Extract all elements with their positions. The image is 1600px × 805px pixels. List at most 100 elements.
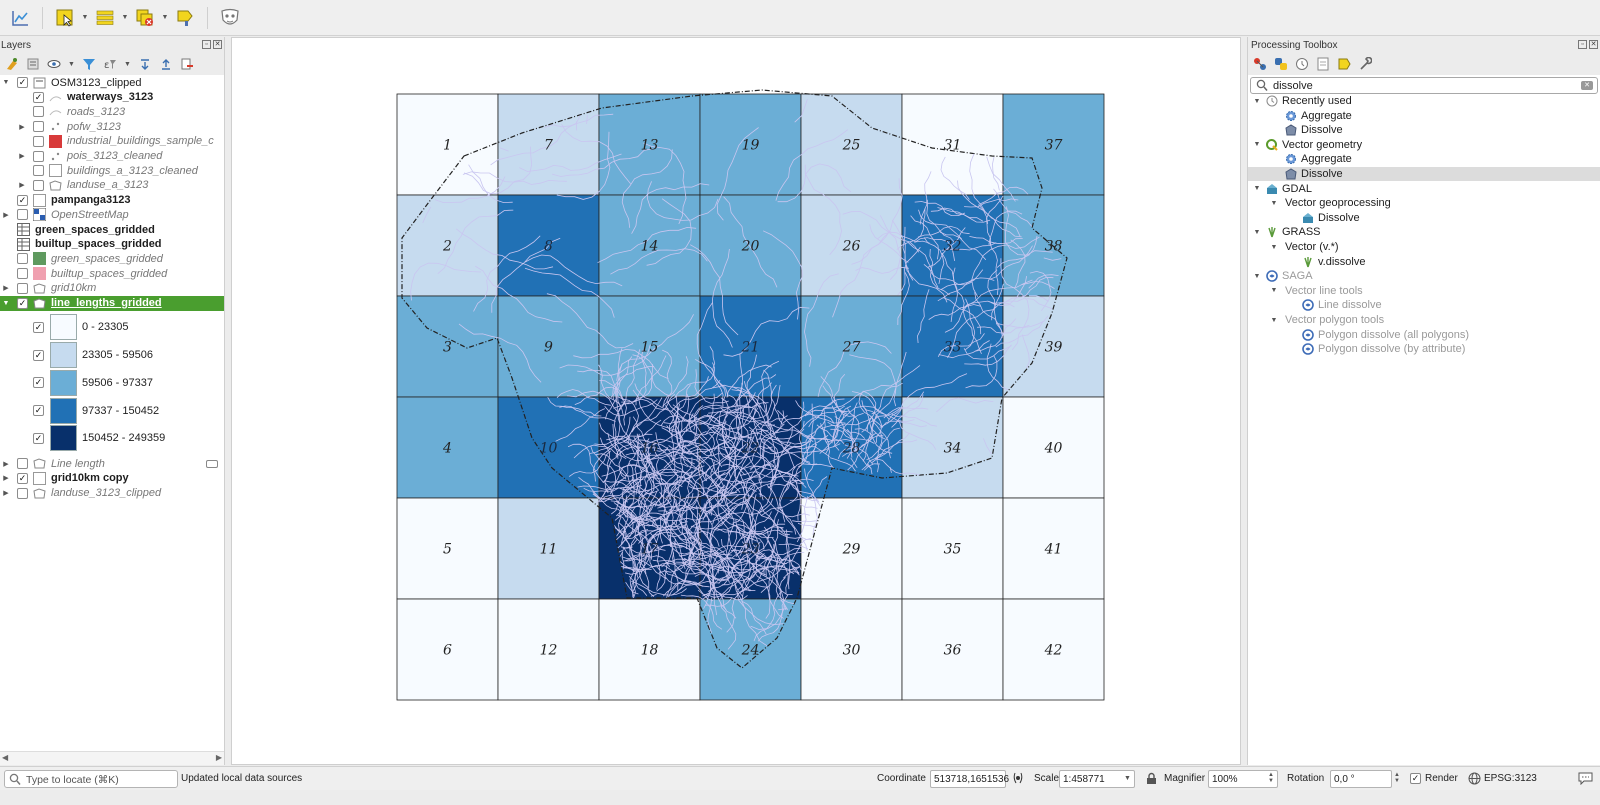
expand-arrow-closed-icon[interactable]: ▶ (3, 460, 9, 468)
processing-item-line-dissolve[interactable]: Line dissolve (1248, 298, 1600, 312)
expand-arrow-closed-icon[interactable]: ▶ (19, 153, 25, 160)
horizontal-scrollbar[interactable]: ◀ ▶ (0, 751, 224, 765)
globe-icon[interactable] (1468, 772, 1481, 788)
render-checkbox[interactable]: ✓ (1410, 773, 1421, 784)
close-panel-icon[interactable]: ✕ (213, 40, 222, 49)
layer-visibility-checkbox[interactable] (17, 268, 28, 280)
processing-item-dissolve[interactable]: Dissolve (1248, 123, 1600, 137)
expand-arrow-closed-icon[interactable]: ▶ (3, 285, 9, 293)
processing-item-polygon-dissolve-by-attribute[interactable]: Polygon dissolve (by attribute) (1248, 342, 1600, 356)
layer-visibility-checkbox[interactable] (33, 135, 44, 147)
layer-item-line-length-layer[interactable]: ▶ Line length (0, 456, 224, 471)
collapse-all-icon[interactable] (159, 57, 173, 71)
layer-item-roads-layer[interactable]: roads_3123 (0, 104, 224, 119)
rotation-spin-icon[interactable]: ▲ ▼ (1394, 772, 1400, 784)
messages-icon[interactable] (1578, 771, 1593, 788)
layer-item-builtup-spaces-table[interactable]: builtup_spaces_gridded (0, 237, 224, 252)
processing-item-vector-v[interactable]: ▼ Vector (v.*) (1248, 240, 1600, 254)
processing-item-dissolve[interactable]: Dissolve (1248, 167, 1600, 181)
processing-item-recently-used[interactable]: ▼ Recently used (1248, 94, 1600, 108)
toggle-extents-icon[interactable] (1011, 771, 1025, 788)
expand-arrow-open-icon[interactable]: ▼ (1253, 185, 1261, 193)
attribute-table-icon[interactable] (93, 6, 117, 30)
plugin-mask-icon[interactable] (218, 6, 242, 30)
float-panel-icon[interactable]: ▫ (1578, 40, 1587, 49)
layer-item-green-spaces-table[interactable]: green_spaces_gridded (0, 222, 224, 237)
crs-button[interactable]: EPSG:3123 (1484, 773, 1537, 784)
layer-item-pampanga-layer[interactable]: ✓ pampanga3123 (0, 193, 224, 208)
layer-item-osm-group[interactable]: ▼ ✓ OSM3123_clipped (0, 75, 224, 90)
layer-visibility-checkbox[interactable]: ✓ (33, 91, 44, 103)
expand-arrow-closed-icon[interactable]: ▶ (3, 490, 9, 498)
legend-class-item[interactable]: ✓ 150452 - 249359 (0, 424, 224, 452)
expand-arrow-closed-icon[interactable]: ▶ (19, 182, 25, 190)
layer-visibility-checkbox[interactable] (33, 121, 44, 133)
expand-arrow-open-icon[interactable]: ▼ (1253, 141, 1261, 149)
processing-item-saga[interactable]: ▼ SAGA (1248, 269, 1600, 283)
layer-visibility-checkbox[interactable] (17, 209, 28, 221)
layer-item-green-spaces-layer[interactable]: green_spaces_gridded (0, 251, 224, 266)
layer-visibility-checkbox[interactable] (33, 106, 44, 118)
clear-search-icon[interactable]: ✕ (1581, 81, 1593, 90)
table-dropdown-icon[interactable]: ▼ (121, 14, 129, 21)
legend-class-checkbox[interactable]: ✓ (33, 349, 44, 361)
filter-expression-icon[interactable]: ε (103, 57, 117, 71)
style-manager-icon[interactable] (5, 57, 19, 71)
legend-class-checkbox[interactable]: ✓ (33, 432, 44, 444)
processing-item-polygon-dissolve-all-polygons[interactable]: Polygon dissolve (all polygons) (1248, 328, 1600, 342)
float-panel-icon[interactable]: ▫ (202, 40, 211, 49)
expand-arrow-open-icon[interactable]: ▼ (1270, 243, 1278, 251)
layer-item-pois-layer[interactable]: ▶ pois_3123_cleaned (0, 149, 224, 164)
processing-item-vector-polygon-tools[interactable]: ▼ Vector polygon tools (1248, 313, 1600, 327)
layer-item-grid10km-copy-layer[interactable]: ▶ ✓ grid10km copy (0, 471, 224, 486)
expand-arrow-open-icon[interactable]: ▼ (1270, 287, 1278, 295)
processing-item-vector-geoprocessing[interactable]: ▼ Vector geoprocessing (1248, 196, 1600, 210)
legend-class-checkbox[interactable]: ✓ (33, 405, 44, 417)
visibility-dropdown-icon[interactable]: ▼ (68, 60, 75, 68)
expand-arrow-closed-icon[interactable]: ▶ (19, 123, 25, 131)
deselect-dropdown-icon[interactable]: ▼ (161, 14, 169, 21)
close-panel-icon[interactable]: ✕ (1589, 40, 1598, 49)
edit-features-in-place-icon[interactable] (1337, 57, 1351, 71)
coordinate-input[interactable]: 513718,1651536 (930, 770, 1009, 788)
processing-item-vector-geometry[interactable]: ▼ Vector geometry (1248, 138, 1600, 152)
legend-class-item[interactable]: ✓ 23305 - 59506 (0, 341, 224, 369)
processing-item-dissolve[interactable]: Dissolve (1248, 211, 1600, 225)
layer-item-line-lengths-layer[interactable]: ▼ ✓ line_lengths_gridded (0, 295, 224, 311)
history-icon[interactable] (1295, 57, 1309, 71)
processing-item-gdal[interactable]: ▼ GDAL (1248, 182, 1600, 196)
expand-arrow-open-icon[interactable]: ▼ (1253, 272, 1261, 280)
scale-dropdown-icon[interactable]: ▼ (1124, 775, 1131, 782)
processing-item-aggregate[interactable]: Aggregate (1248, 109, 1600, 123)
locator-search-field[interactable]: Type to locate (⌘K) (4, 770, 178, 788)
processing-item-v-dissolve[interactable]: v.dissolve (1248, 255, 1600, 269)
layer-item-builtup-spaces-layer[interactable]: builtup_spaces_gridded (0, 266, 224, 281)
remove-layer-icon[interactable] (180, 57, 194, 71)
select-dropdown-icon[interactable]: ▼ (81, 14, 89, 21)
select-features-icon[interactable] (53, 6, 77, 30)
label-icon[interactable] (173, 6, 197, 30)
statistics-icon[interactable] (8, 6, 32, 30)
layer-item-landuse-layer[interactable]: ▶ landuse_a_3123 (0, 178, 224, 193)
deselect-icon[interactable] (133, 6, 157, 30)
filter-dropdown-icon[interactable]: ▼ (123, 60, 131, 68)
add-group-icon[interactable] (26, 57, 40, 71)
expand-arrow-open-icon[interactable]: ▼ (2, 79, 10, 86)
legend-class-checkbox[interactable]: ✓ (33, 377, 44, 389)
expand-arrow-open-icon[interactable]: ▼ (1253, 97, 1261, 105)
layer-visibility-checkbox[interactable]: ✓ (17, 297, 28, 309)
layer-item-openstreetmap-layer[interactable]: ▶ OpenStreetMap (0, 207, 224, 222)
layer-item-waterways-layer[interactable]: ✓ waterways_3123 (0, 90, 224, 105)
layer-visibility-checkbox[interactable]: ✓ (17, 77, 28, 88)
expand-arrow-open-icon[interactable]: ▼ (1270, 316, 1278, 324)
processing-item-grass[interactable]: ▼ GRASS (1248, 225, 1600, 239)
magnifier-input[interactable]: 100% (1208, 770, 1278, 788)
layer-item-landuse-clipped-layer[interactable]: ▶ landuse_3123_clipped (0, 486, 224, 501)
processing-item-aggregate[interactable]: Aggregate (1248, 152, 1600, 166)
layer-item-grid10km-layer[interactable]: ▶ grid10km (0, 281, 224, 296)
legend-class-item[interactable]: ✓ 0 - 23305 (0, 313, 224, 341)
expand-arrow-open-icon[interactable]: ▼ (1253, 228, 1261, 236)
scroll-left-icon[interactable]: ◀ (2, 753, 9, 762)
layer-visibility-checkbox[interactable] (33, 150, 44, 162)
processing-search-input[interactable]: dissolve (1273, 80, 1313, 92)
